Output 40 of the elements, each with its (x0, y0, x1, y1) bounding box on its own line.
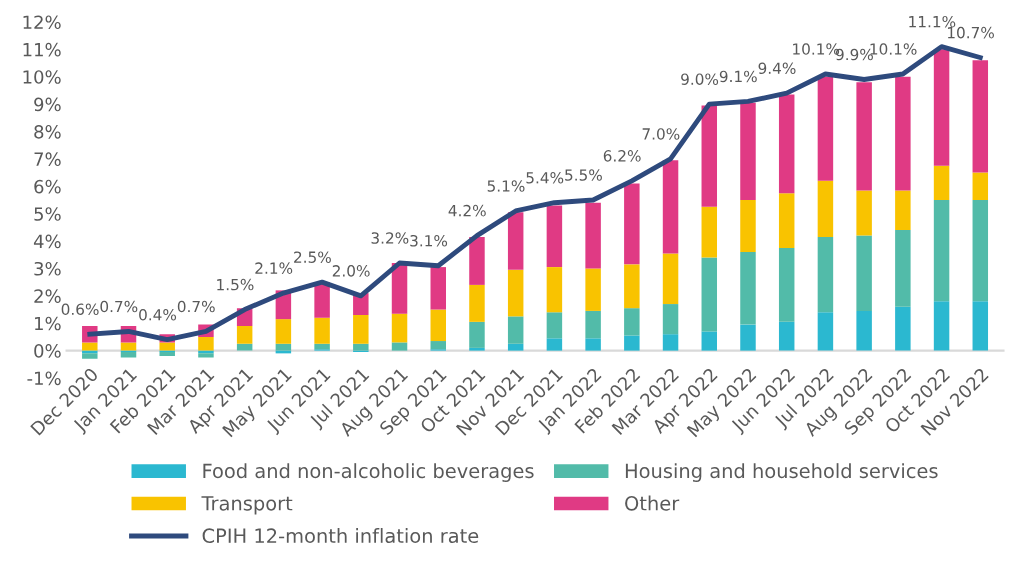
y-tick-label: 10% (23, 70, 61, 84)
y-tick-label: 11% (23, 42, 61, 57)
y-tick-label: 3% (34, 261, 61, 276)
data-label: 0.7% (100, 300, 138, 313)
data-label: 1.5% (217, 278, 254, 291)
legend-label: Other (625, 495, 680, 511)
data-label: 0.6% (61, 303, 99, 316)
data-label: 9.0% (681, 73, 719, 85)
data-label: 11.1% (909, 15, 956, 28)
data-label: 4.2% (448, 204, 486, 217)
y-tick-label: 8% (34, 124, 61, 139)
data-label: 3.1% (410, 234, 448, 247)
y-tick-label: 5% (34, 207, 61, 221)
data-label: 9.1% (719, 70, 757, 83)
y-tick-label: 12% (23, 15, 61, 30)
data-label: 10.7% (947, 26, 994, 39)
y-tick-label: 6% (34, 179, 61, 194)
data-label: 2.0% (332, 265, 370, 277)
legend-label: Transport (201, 496, 293, 515)
y-tick-label: 7% (34, 152, 61, 167)
data-label: 0.4% (139, 308, 177, 321)
data-label: 5.5% (565, 169, 602, 181)
data-label: 2.5% (294, 251, 331, 263)
y-tick-label: 9% (34, 97, 61, 112)
y-tick-label: 0% (34, 344, 61, 358)
y-tick-label: 4% (33, 234, 61, 249)
data-label: 3.2% (371, 232, 409, 244)
y-tick-label: 1% (35, 316, 61, 331)
y-tick-label: 2% (34, 289, 61, 303)
data-label: 7.0% (642, 128, 680, 140)
data-label: 0.7% (177, 300, 215, 313)
legend-label: CPIH 12-month inflation rate (202, 528, 479, 544)
data-label: 9.4% (758, 62, 796, 74)
y-tick-label: -1% (27, 371, 61, 386)
data-label: 5.4% (526, 171, 564, 184)
data-label: 5.1% (487, 180, 525, 192)
data-label: 2.1% (255, 262, 293, 274)
data-label: 6.2% (603, 150, 641, 162)
legend-label: Housing and household services (625, 463, 938, 482)
legend-label: Food and non-alcoholic beverages (203, 463, 534, 482)
